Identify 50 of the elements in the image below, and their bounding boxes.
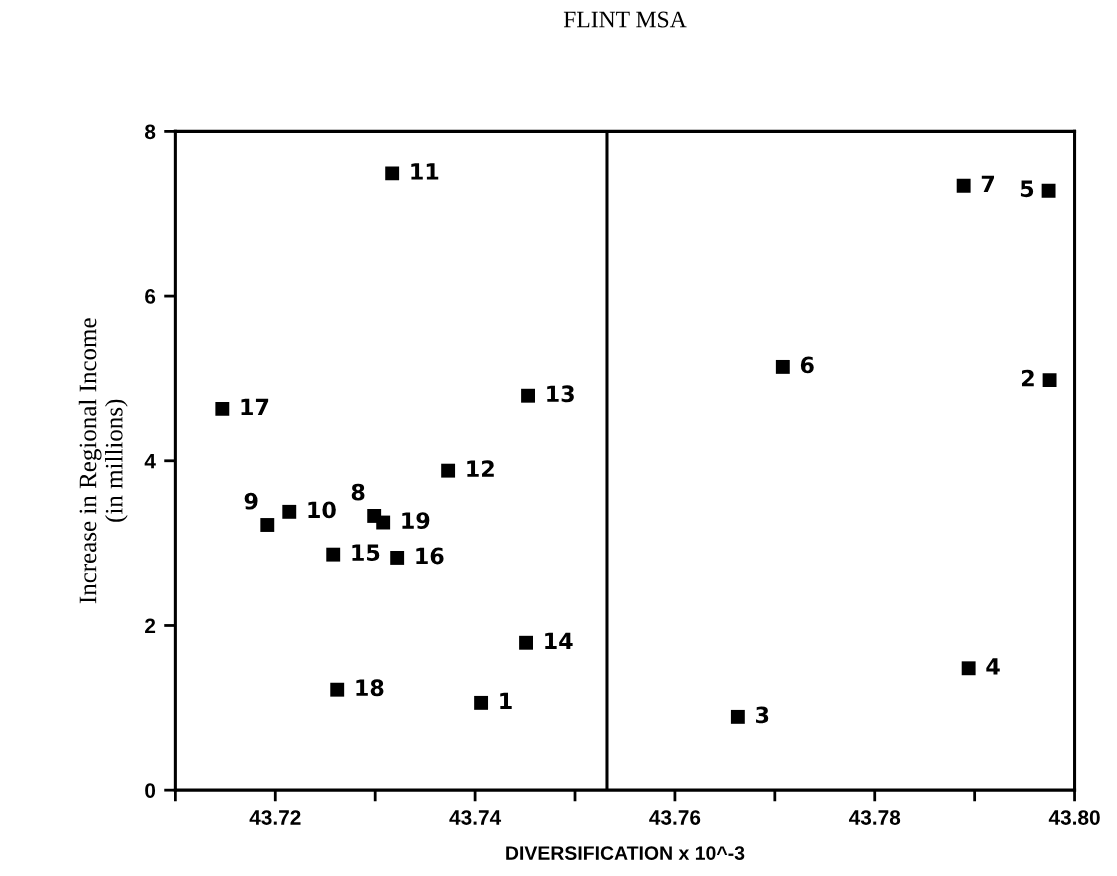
y-tick-label: 4	[144, 453, 156, 469]
point	[376, 515, 391, 530]
point	[1041, 183, 1056, 198]
point	[474, 695, 489, 710]
annotation: 16	[416, 547, 444, 565]
point	[961, 661, 976, 676]
annotation: 19	[402, 512, 430, 529]
annotation: 11	[411, 163, 439, 180]
x-tick-label: 43.76	[649, 810, 701, 825]
point	[215, 401, 230, 416]
annotation: 2	[1021, 369, 1034, 387]
annotation: 5	[1020, 180, 1034, 198]
annotation: 17	[241, 398, 269, 416]
point	[519, 635, 533, 650]
annotation: 6	[800, 356, 814, 374]
annotation: 15	[352, 544, 380, 562]
annotation: 3	[756, 706, 769, 724]
x-tick-label: 43.74	[449, 810, 502, 825]
y-tick-label: 6	[145, 289, 156, 304]
point	[330, 682, 345, 697]
annotation: 18	[356, 679, 384, 697]
annotation: 7	[981, 175, 995, 192]
annotation: 10	[308, 501, 336, 519]
y-tick-label: 8	[145, 124, 156, 140]
y-tick-label: 0	[145, 783, 156, 798]
annotation: 4	[986, 658, 1000, 675]
point	[956, 178, 971, 193]
point	[775, 359, 790, 374]
x-axis-title: DIVERSIFICATION x 10^-3	[506, 846, 745, 860]
annotation: 8	[351, 483, 365, 501]
point	[441, 463, 456, 478]
annotation: 14	[545, 632, 573, 649]
x-tick-label: 43.78	[848, 810, 901, 825]
y-axis-title: Increase in Regional Income (in millions)	[78, 318, 128, 604]
point	[326, 547, 341, 562]
point	[260, 518, 275, 532]
annotation: 12	[467, 460, 494, 477]
x-tick-label: 43.72	[249, 810, 301, 825]
y-tick-label: 2	[145, 618, 156, 634]
chart-title: FLINT MSA	[563, 11, 687, 28]
point	[521, 388, 535, 403]
point	[282, 504, 297, 519]
point	[1042, 373, 1057, 388]
annotation: 1	[500, 692, 512, 709]
annotation: 9	[244, 492, 258, 510]
point	[390, 551, 405, 565]
point	[730, 709, 745, 724]
annotation: 13	[547, 385, 574, 403]
point	[385, 166, 400, 181]
x-tick-label: 43.80	[1048, 810, 1100, 825]
